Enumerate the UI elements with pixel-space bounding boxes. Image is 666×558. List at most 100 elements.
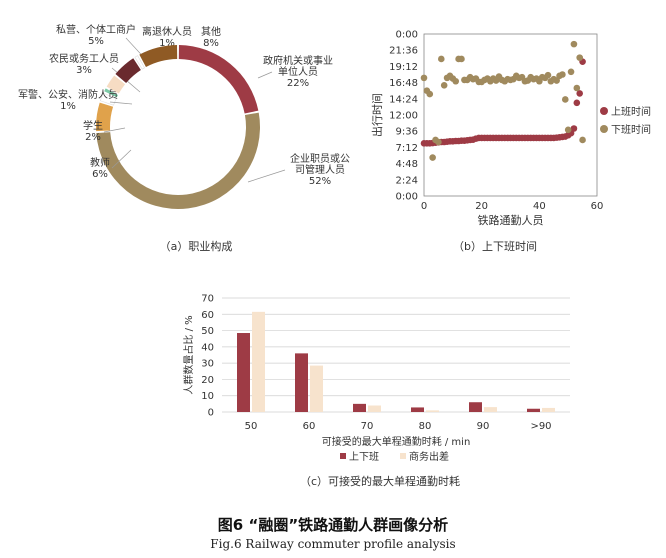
y-tick-label: 2:24 xyxy=(396,175,418,186)
x-tick-label: >90 xyxy=(530,421,551,432)
caption-a: （a）职业构成 xyxy=(160,239,233,253)
x-tick-label: 0 xyxy=(421,201,427,212)
leader-line-2 xyxy=(111,149,132,169)
y-tick-label: 0 xyxy=(208,408,214,419)
x-tick-label: 50 xyxy=(245,421,258,432)
end-time-point xyxy=(435,138,442,146)
y-tick-label: 0:00 xyxy=(396,30,418,41)
slice-label-2: 教师 6% xyxy=(90,156,110,180)
y-tick-label: 7:12 xyxy=(396,143,418,154)
slice-label-5: 农民或务工人员 3% xyxy=(49,52,119,76)
x-tick-label: 60 xyxy=(303,421,316,432)
end-time-point xyxy=(570,40,578,48)
y-tick-label: 12:00 xyxy=(389,111,418,122)
slice-label-1: 企业职员或公司管理人员 52% xyxy=(290,152,350,187)
x-tick-label: 60 xyxy=(591,201,604,212)
donut-slice-2 xyxy=(96,102,114,132)
y-tick-label: 0:00 xyxy=(396,192,418,203)
donut-slice-5 xyxy=(106,75,126,94)
end-time-point xyxy=(420,74,428,82)
donut-slice-7 xyxy=(134,55,145,70)
bar-business-trip xyxy=(310,365,323,412)
scatter-plot-frame xyxy=(423,33,598,197)
y-axis-title: 出行时间 xyxy=(370,93,384,137)
donut-slice-0 xyxy=(178,45,259,114)
end-time-point xyxy=(426,90,434,98)
leader-line-1 xyxy=(247,169,286,183)
x-tick-label: 80 xyxy=(419,421,432,432)
bar-commute xyxy=(411,407,424,412)
bar-business-trip xyxy=(252,311,265,412)
donut-slice-4 xyxy=(104,88,119,98)
legend-marker-0 xyxy=(600,107,608,115)
legend-label-0: 上班时间 xyxy=(611,105,651,118)
end-time-point xyxy=(559,71,566,78)
commute-time-scatter-chart: 0:00 2:24 4:48 7:12 9:36 12:00 14:24 16:48 19:12… xyxy=(370,30,651,228)
y-tick-label: 19:12 xyxy=(389,62,418,73)
commute-duration-bar-chart: 0 10 20 30 40 50 60 70 50 60 70 80 90 >90 可接受的最大单程通勤时耗… xyxy=(182,294,570,463)
end-time-point xyxy=(440,82,448,89)
y-tick-label: 50 xyxy=(201,326,214,337)
end-time-point xyxy=(553,77,560,84)
x-tick-label: 70 xyxy=(361,421,374,432)
slice-label-6: 私营、个体工商户 5% xyxy=(56,23,136,47)
x-tick-label: 20 xyxy=(475,201,488,212)
occupation-donut-chart: 政府机关或事业单位人员 22% 企业职员或公司管理人员 52% 教师 6% 学生 2% 军警、公… xyxy=(18,23,350,210)
x-axis-title: 可接受的最大单程通勤时耗 / min xyxy=(322,435,471,448)
y-tick-label: 20 xyxy=(201,375,214,386)
y-tick-label: 9:36 xyxy=(396,127,418,138)
donut-slice-1 xyxy=(96,112,260,210)
start-time-point xyxy=(576,90,583,97)
end-time-point xyxy=(573,84,581,92)
bar-commute xyxy=(527,408,540,412)
y-tick-label: 30 xyxy=(201,359,214,370)
caption-b: （b）上下班时间 xyxy=(453,240,537,253)
leader-line-3 xyxy=(103,127,126,133)
figure-subtitle: Fig.6 Railway commuter profile analysis xyxy=(210,537,456,551)
y-axis-title: 人群数量占比 / % xyxy=(182,315,195,394)
slice-label-4: 军警、公安、消防人员 1% xyxy=(18,88,118,112)
slice-label-7: 离退休人员 1% xyxy=(142,25,192,49)
end-time-point xyxy=(561,96,569,103)
legend-swatch-0 xyxy=(340,453,346,459)
donut-slice-6 xyxy=(115,58,141,84)
x-tick-label: 40 xyxy=(533,201,546,212)
y-tick-label: 70 xyxy=(201,294,214,305)
leader-line-0 xyxy=(257,71,273,79)
slice-label-3: 学生 2% xyxy=(83,119,103,143)
y-tick-label: 14:24 xyxy=(389,94,418,105)
y-tick-label: 40 xyxy=(201,342,214,353)
start-time-point xyxy=(570,125,578,132)
end-time-point xyxy=(567,68,575,76)
y-tick-label: 4:48 xyxy=(396,159,418,170)
figure-title: 图6 “融圈”铁路通勤人群画像分析 xyxy=(217,516,449,534)
bar-commute xyxy=(469,402,482,412)
end-time-point xyxy=(564,126,572,134)
bar-business-trip xyxy=(484,407,497,412)
legend-swatch-1 xyxy=(400,453,406,459)
y-tick-label: 10 xyxy=(201,391,214,402)
bar-business-trip xyxy=(368,405,381,412)
start-time-point xyxy=(573,99,581,107)
end-time-point xyxy=(579,136,586,144)
end-time-point xyxy=(438,55,445,63)
bar-commute xyxy=(295,353,308,412)
end-time-point xyxy=(576,54,583,61)
bar-commute xyxy=(353,403,366,412)
slice-label-0: 政府机关或事业单位人员 22% xyxy=(263,54,333,89)
legend-marker-1 xyxy=(600,125,608,133)
bar-business-trip xyxy=(542,407,555,412)
donut-slice-8 xyxy=(139,45,178,68)
x-axis-title: 铁路通勤人员 xyxy=(478,214,544,227)
end-time-point xyxy=(429,154,436,161)
y-tick-label: 21:36 xyxy=(389,46,418,57)
legend-label-0: 上下班 xyxy=(349,451,379,463)
slice-label-8: 其他 8% xyxy=(201,25,221,49)
bar-business-trip xyxy=(426,410,439,412)
end-time-point xyxy=(458,55,465,63)
caption-c: （c）可接受的最大单程通勤时耗 xyxy=(300,474,460,488)
end-time-point xyxy=(452,77,460,85)
y-tick-label: 16:48 xyxy=(389,78,418,89)
legend-label-1: 商务出差 xyxy=(409,450,449,463)
